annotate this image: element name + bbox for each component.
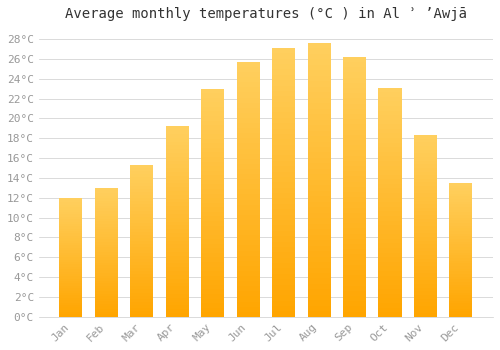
Bar: [308, 43, 330, 317]
Bar: [95, 188, 118, 317]
Bar: [378, 88, 402, 317]
Bar: [236, 62, 260, 317]
Bar: [343, 57, 366, 317]
Title: Average monthly temperatures (°C ) in Al ʾ ʼAwjā: Average monthly temperatures (°C ) in Al…: [65, 7, 467, 21]
Bar: [450, 183, 472, 317]
Bar: [166, 126, 189, 317]
Bar: [272, 48, 295, 317]
Bar: [130, 165, 154, 317]
Bar: [60, 198, 82, 317]
Bar: [201, 89, 224, 317]
Bar: [414, 135, 437, 317]
